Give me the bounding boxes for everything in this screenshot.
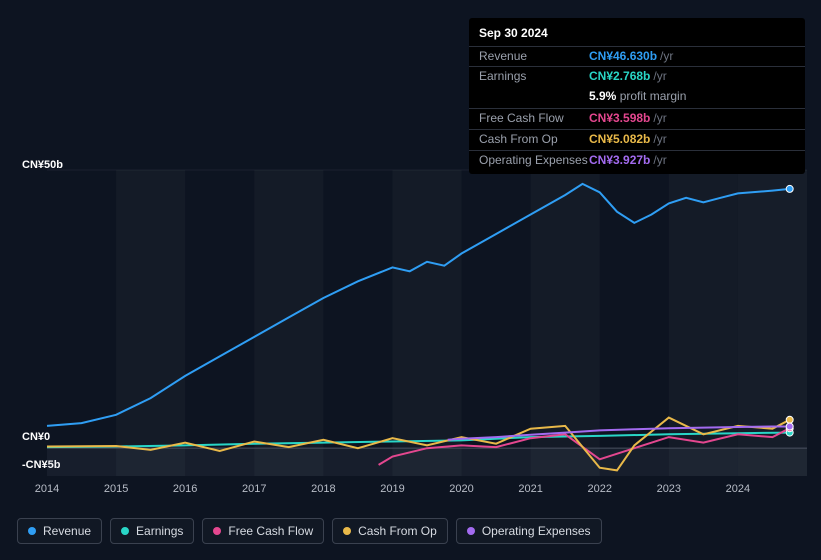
legend-dot-earnings (121, 527, 129, 535)
tooltip-row-value: CN¥3.927b (589, 153, 650, 169)
x-tick-2023: 2023 (657, 483, 681, 495)
marker-cash-from-op (786, 416, 793, 423)
tooltip-row-unit: /yr (653, 111, 666, 127)
tooltip-row-value: CN¥5.082b (589, 132, 650, 148)
legend-item-free-cash-flow[interactable]: Free Cash Flow (202, 518, 324, 544)
chart-root: Sep 30 2024 Revenue CN¥46.630b /yr Earni… (0, 0, 821, 560)
legend-item-revenue[interactable]: Revenue (17, 518, 102, 544)
legend-label-revenue: Revenue (43, 524, 91, 538)
legend-item-cash-from-op[interactable]: Cash From Op (332, 518, 448, 544)
legend-dot-operating-expenses (467, 527, 475, 535)
x-tick-2024: 2024 (726, 483, 750, 495)
marker-operating-expenses (786, 423, 793, 430)
tooltip-date: Sep 30 2024 (469, 22, 805, 46)
marker-revenue (786, 185, 793, 192)
legend-label-cash-from-op: Cash From Op (358, 524, 437, 538)
tooltip-row-1: Earnings CN¥2.768b /yr (469, 66, 805, 87)
tooltip-margin-pct: 5.9% (589, 89, 616, 103)
x-tick-2016: 2016 (173, 483, 197, 495)
tooltip-row-label: Revenue (479, 49, 589, 65)
legend-dot-free-cash-flow (213, 527, 221, 535)
x-tick-2014: 2014 (35, 483, 59, 495)
tooltip-margin-label: profit margin (620, 89, 687, 103)
tooltip-row-unit: /yr (653, 153, 666, 169)
tooltip-row-unit: /yr (660, 49, 673, 65)
tooltip-row-value: CN¥3.598b (589, 111, 650, 127)
x-axis: 2014 2015 2016 2017 2018 2019 2020 2021 2022 2023… (17, 483, 807, 501)
x-tick-2017: 2017 (242, 483, 266, 495)
tooltip-row-2: Free Cash Flow CN¥3.598b /yr (469, 108, 805, 129)
legend-label-operating-expenses: Operating Expenses (482, 524, 591, 538)
x-tick-2022: 2022 (587, 483, 611, 495)
x-tick-2021: 2021 (518, 483, 542, 495)
x-tick-2018: 2018 (311, 483, 335, 495)
tooltip-row-label: Free Cash Flow (479, 111, 589, 127)
legend-item-operating-expenses[interactable]: Operating Expenses (456, 518, 602, 544)
tooltip-row-unit: /yr (653, 132, 666, 148)
tooltip-row-value: CN¥2.768b (589, 69, 650, 85)
legend-label-free-cash-flow: Free Cash Flow (228, 524, 313, 538)
x-tick-2020: 2020 (449, 483, 473, 495)
tooltip-margin: 5.9% profit margin (469, 87, 805, 109)
legend-dot-revenue (28, 527, 36, 535)
tooltip-row-label: Operating Expenses (479, 153, 589, 169)
tooltip-row-unit: /yr (653, 69, 666, 85)
tooltip-row-value: CN¥46.630b (589, 49, 657, 65)
x-tick-2015: 2015 (104, 483, 128, 495)
legend: Revenue Earnings Free Cash Flow Cash Fro… (17, 518, 602, 544)
x-tick-2019: 2019 (380, 483, 404, 495)
legend-dot-cash-from-op (343, 527, 351, 535)
chart-area[interactable] (17, 158, 807, 478)
legend-label-earnings: Earnings (136, 524, 183, 538)
legend-item-earnings[interactable]: Earnings (110, 518, 194, 544)
tooltip-row-0: Revenue CN¥46.630b /yr (469, 46, 805, 67)
tooltip-row-3: Cash From Op CN¥5.082b /yr (469, 129, 805, 150)
tooltip-row-4: Operating Expenses CN¥3.927b /yr (469, 150, 805, 171)
tooltip-box: Sep 30 2024 Revenue CN¥46.630b /yr Earni… (469, 18, 805, 174)
tooltip-row-label: Cash From Op (479, 132, 589, 148)
tooltip-row-label: Earnings (479, 69, 589, 85)
